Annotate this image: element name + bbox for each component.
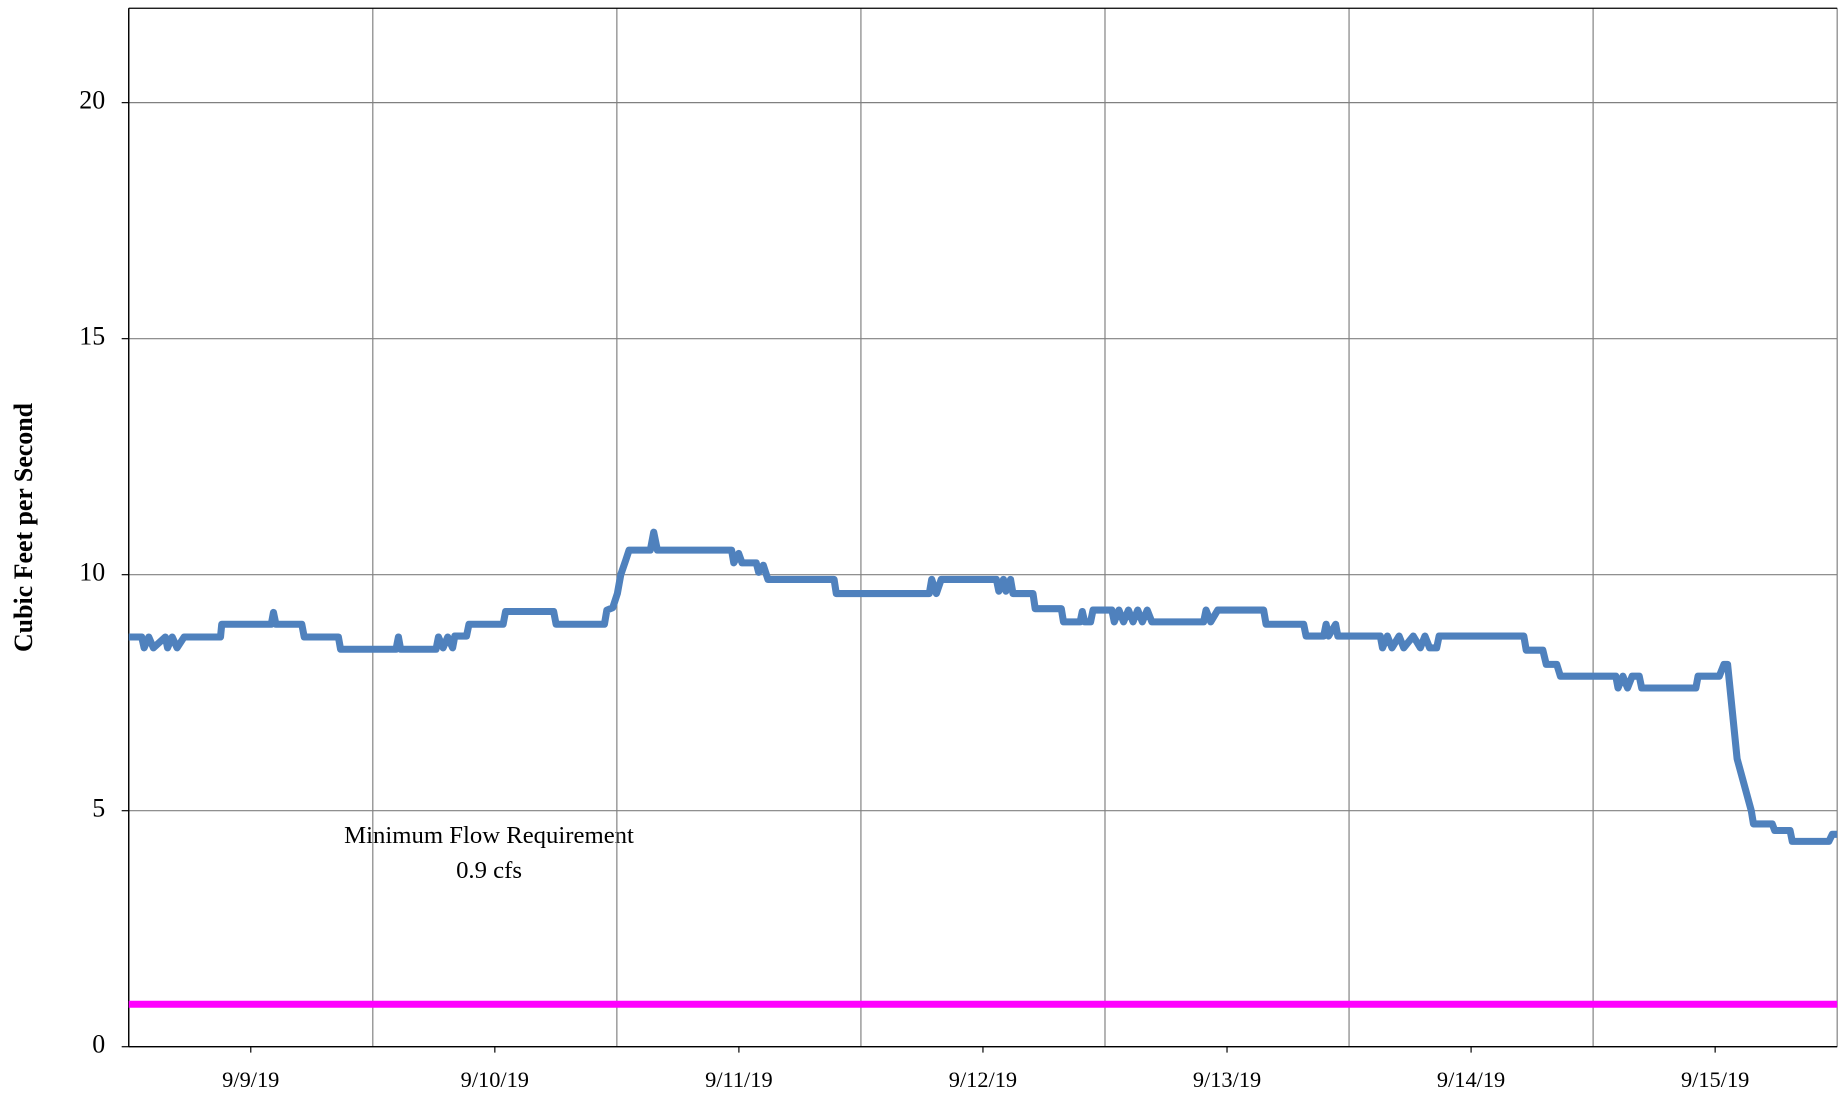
y-tick-label: 0	[92, 1030, 105, 1059]
x-tick-label: 9/15/19	[1681, 1067, 1749, 1092]
y-tick-label: 15	[79, 322, 105, 351]
x-tick-label: 9/14/19	[1437, 1067, 1505, 1092]
x-tick-label: 9/12/19	[949, 1067, 1017, 1092]
x-tick-label: 9/11/19	[705, 1067, 773, 1092]
annotation: Minimum Flow Requirement	[344, 822, 634, 849]
x-tick-label: 9/9/19	[222, 1067, 279, 1092]
x-tick-label: 9/13/19	[1193, 1067, 1261, 1092]
series-line	[128, 528, 1838, 845]
y-tick-label: 5	[92, 794, 105, 823]
y-tick-label: 10	[79, 558, 105, 587]
y-tick-label: 20	[79, 86, 105, 115]
x-tick-label: 9/10/19	[461, 1067, 529, 1092]
annotation: 0.9 cfs	[456, 857, 522, 884]
y-axis-label: Cubic Feet per Second	[9, 402, 38, 652]
